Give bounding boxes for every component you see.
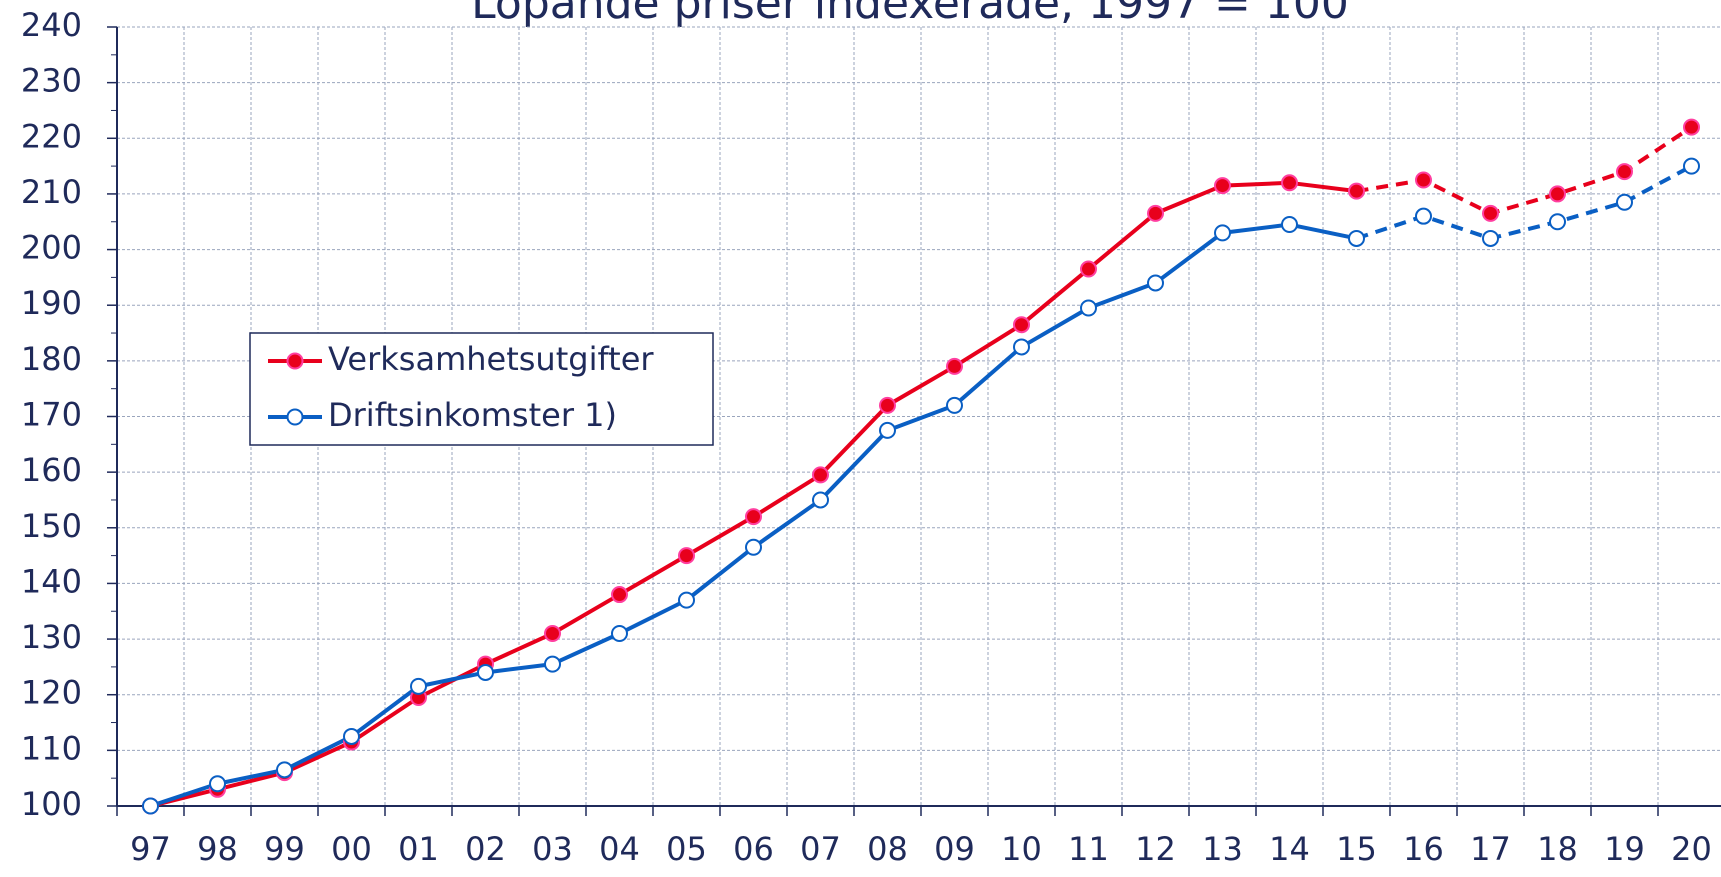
marker — [1616, 163, 1633, 181]
marker — [1214, 177, 1231, 195]
marker — [678, 547, 695, 565]
marker — [946, 357, 963, 375]
y-tick-label: 240 — [21, 6, 82, 44]
marker — [879, 396, 896, 414]
x-tick-label: 19 — [1604, 830, 1645, 868]
marker — [1147, 274, 1164, 292]
marker — [477, 663, 494, 681]
marker — [1415, 171, 1432, 189]
x-tick-label: 13 — [1202, 830, 1243, 868]
marker — [1147, 204, 1164, 222]
x-tick-label: 07 — [800, 830, 841, 868]
x-tick-label: 18 — [1537, 830, 1578, 868]
marker — [343, 727, 360, 745]
chart-title: Löpande priser indexerade, 1997 = 100 — [471, 0, 1349, 29]
x-tick-label: 00 — [331, 830, 372, 868]
x-tick-label: 99 — [264, 830, 305, 868]
series-line — [150, 180, 1357, 808]
marker — [1415, 207, 1432, 225]
x-tick-label: 20 — [1671, 830, 1712, 868]
marker — [544, 625, 561, 643]
x-tick-label: 97 — [130, 830, 171, 868]
marker — [1549, 213, 1566, 231]
marker — [1348, 229, 1365, 247]
legend-label: Verksamhetsutgifter — [328, 340, 654, 378]
marker — [1549, 185, 1566, 203]
y-tick-label: 190 — [21, 284, 82, 322]
marker — [1482, 229, 1499, 247]
marker — [1013, 338, 1030, 356]
y-tick-label: 150 — [21, 507, 82, 545]
y-tick-label: 170 — [21, 396, 82, 434]
x-tick-label: 98 — [197, 830, 238, 868]
marker — [879, 421, 896, 439]
legend-marker — [286, 352, 304, 370]
marker — [812, 466, 829, 484]
series-line-dashed — [1356, 125, 1693, 216]
marker — [1683, 157, 1700, 175]
x-tick-label: 10 — [1001, 830, 1042, 868]
x-tick-label: 15 — [1336, 830, 1377, 868]
legend-label: Driftsinkomster 1) — [328, 396, 617, 434]
y-tick-label: 100 — [21, 785, 82, 823]
x-tick-label: 17 — [1470, 830, 1511, 868]
y-tick-label: 210 — [21, 173, 82, 211]
marker — [1482, 204, 1499, 222]
marker — [678, 591, 695, 609]
y-tick-label: 160 — [21, 451, 82, 489]
x-tick-label: 06 — [733, 830, 774, 868]
y-tick-label: 230 — [21, 62, 82, 100]
x-tick-label: 08 — [867, 830, 908, 868]
x-tick-label: 16 — [1403, 830, 1444, 868]
x-tick-label: 09 — [934, 830, 975, 868]
marker — [142, 797, 159, 815]
x-tick-label: 11 — [1068, 830, 1109, 868]
legend-box — [249, 332, 714, 446]
marker — [1013, 316, 1030, 334]
y-tick-label: 140 — [21, 562, 82, 600]
marker — [1683, 118, 1700, 136]
marker — [1281, 216, 1298, 234]
marker — [544, 655, 561, 673]
marker — [410, 677, 427, 695]
x-tick-label: 02 — [465, 830, 506, 868]
y-tick-label: 180 — [21, 340, 82, 378]
marker — [1281, 174, 1298, 192]
x-tick-label: 12 — [1135, 830, 1176, 868]
x-tick-label: 05 — [666, 830, 707, 868]
y-tick-label: 130 — [21, 618, 82, 656]
legend-marker — [286, 408, 304, 426]
marker — [745, 508, 762, 526]
marker — [1080, 299, 1097, 317]
marker — [745, 538, 762, 556]
marker — [209, 775, 226, 793]
marker — [1080, 260, 1097, 278]
marker — [1616, 193, 1633, 211]
y-tick-label: 200 — [21, 229, 82, 267]
y-tick-label: 110 — [21, 729, 82, 767]
x-tick-label: 01 — [398, 830, 439, 868]
marker — [611, 586, 628, 604]
y-tick-label: 120 — [21, 674, 82, 712]
y-tick-label: 220 — [21, 117, 82, 155]
marker — [276, 761, 293, 779]
marker — [1214, 224, 1231, 242]
marker — [946, 396, 963, 414]
x-tick-label: 14 — [1269, 830, 1310, 868]
marker — [812, 491, 829, 509]
marker — [611, 625, 628, 643]
x-tick-label: 03 — [532, 830, 573, 868]
marker — [1348, 182, 1365, 200]
x-tick-label: 04 — [599, 830, 640, 868]
